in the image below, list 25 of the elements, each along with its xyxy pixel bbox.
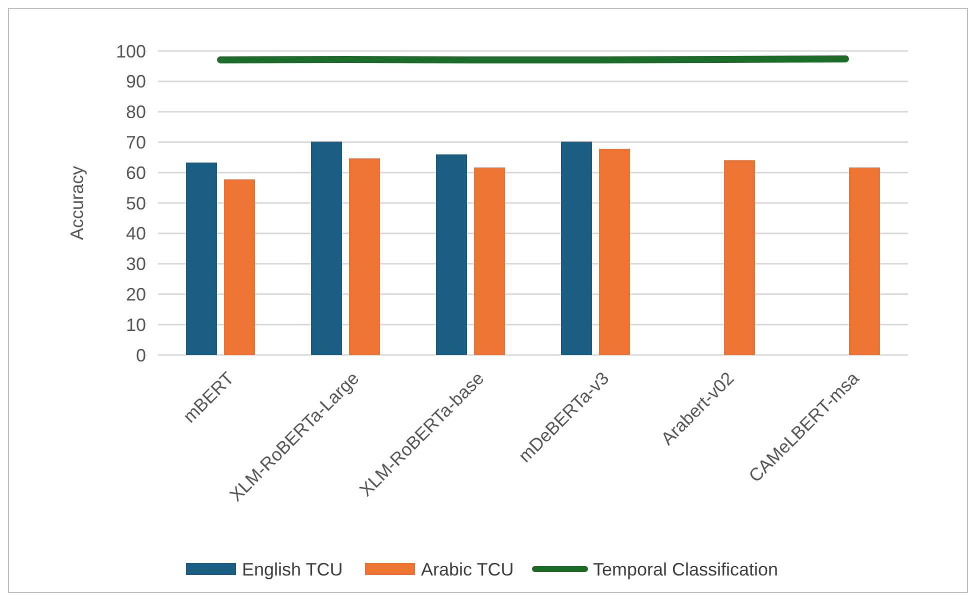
y-tick-label: 60 (126, 162, 146, 183)
y-tick-label: 20 (126, 284, 146, 304)
bar (724, 160, 755, 355)
bar (186, 162, 217, 355)
bar (849, 167, 880, 355)
bar (436, 154, 467, 355)
bar (561, 142, 592, 355)
legend-label: English TCU (242, 559, 343, 580)
y-tick-label: 40 (126, 224, 146, 244)
bar (224, 179, 255, 355)
bar (474, 167, 505, 355)
bar (599, 148, 630, 355)
y-tick-label: 80 (126, 102, 146, 122)
legend-label: Temporal Classification (593, 559, 778, 580)
y-tick-label: 90 (126, 72, 146, 92)
bar (349, 158, 380, 355)
y-tick-label: 30 (126, 254, 146, 274)
y-axis-title: Accuracy (67, 166, 87, 240)
y-tick-label: 50 (126, 193, 146, 214)
y-tick-label: 10 (126, 314, 146, 335)
bar (311, 142, 342, 355)
y-tick-label: 0 (136, 345, 146, 366)
legend-label: Arabic TCU (421, 559, 514, 580)
y-tick-label: 100 (116, 41, 146, 62)
y-tick-label: 70 (126, 132, 146, 152)
